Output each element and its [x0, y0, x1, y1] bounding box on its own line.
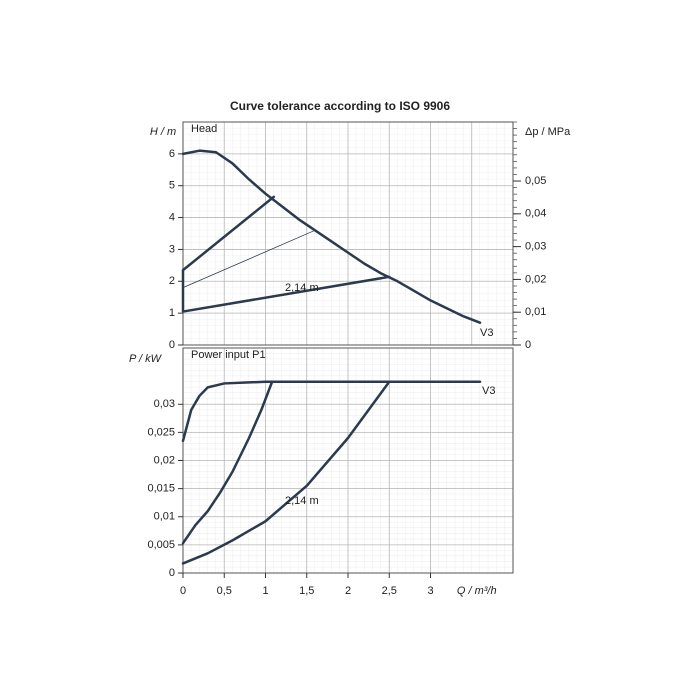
x-tick-label: 2,5	[382, 585, 397, 597]
y2-tick-label: 0,04	[525, 208, 546, 220]
y-tick-label: 0,015	[147, 483, 175, 495]
y2-tick-label: 0	[525, 339, 531, 351]
x-tick-label: 3	[427, 585, 433, 597]
y2-tick-label: 0,03	[525, 241, 546, 253]
curve	[181, 380, 274, 545]
y-tick-label: 3	[169, 243, 175, 255]
x-tick-label: 1,5	[299, 585, 314, 597]
y-tick-label: 1	[169, 307, 175, 319]
curve	[181, 380, 391, 565]
y2-tick-label: 0,05	[525, 175, 546, 187]
x-axis-label: Q / m³/h	[457, 585, 497, 597]
x-tick-label: 0,5	[217, 585, 232, 597]
y2-tick-label: 0,02	[525, 273, 546, 285]
y-tick-label: 4	[169, 211, 175, 223]
y-tick-label: 2	[169, 275, 175, 287]
y-tick-label: 0,025	[147, 426, 175, 438]
curve	[181, 380, 482, 443]
y-tick-label: 0	[169, 567, 175, 579]
annotation: 2,14 m	[285, 495, 319, 507]
y2-tick-label: 0,01	[525, 306, 546, 318]
y-tick-label: 0	[169, 339, 175, 351]
panel-label: Power input P1	[191, 349, 266, 361]
y2-axis-label: Δp / MPa	[525, 126, 571, 138]
y-tick-label: 0,02	[154, 454, 175, 466]
y-tick-label: 6	[169, 148, 175, 160]
annotation: V3	[482, 385, 495, 397]
y-axis-label: P / kW	[129, 353, 163, 365]
annotation: 2,14 m	[285, 282, 319, 294]
y-tick-label: 0,01	[154, 511, 175, 523]
chart-title: Curve tolerance according to ISO 9906	[230, 99, 450, 113]
x-tick-label: 1	[262, 585, 268, 597]
y-axis-label: H / m	[150, 126, 176, 138]
y-tick-label: 5	[169, 180, 175, 192]
panel-label: Head	[191, 123, 217, 135]
x-tick-label: 2	[345, 585, 351, 597]
y-tick-label: 0,03	[154, 398, 175, 410]
annotation: V3	[480, 327, 493, 339]
curve	[181, 149, 482, 324]
curve	[182, 229, 316, 289]
x-tick-label: 0	[180, 585, 186, 597]
y-tick-label: 0,005	[147, 539, 175, 551]
